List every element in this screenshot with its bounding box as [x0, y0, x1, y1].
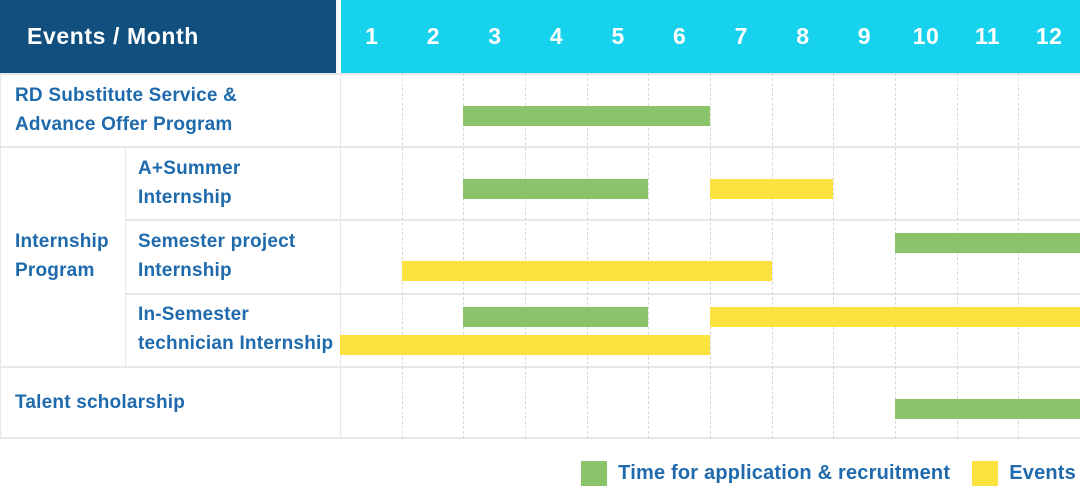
gantt-bar-in-semester-technician-internship-events: [710, 306, 1080, 327]
month-header-1: 1: [365, 23, 379, 49]
legend: Time for application & recruitment Events: [581, 457, 1076, 489]
month-header-7: 7: [734, 23, 748, 49]
month-header-3: 3: [488, 23, 502, 49]
gantt-bar-in-semester-technician-internship-events: [340, 334, 710, 355]
month-gridline: [401, 73, 403, 439]
month-gridline: [895, 73, 896, 439]
month-gridline: [771, 73, 773, 439]
row-label-rd-substitute-advance-offer: RD Substitute Service & Advance Offer Pr…: [15, 84, 238, 135]
legend-label-recruitment: Time for application & recruitment: [618, 461, 951, 484]
row-divider: [0, 73, 1080, 75]
gantt-bar-a-plus-summer-internship-events: [710, 179, 834, 200]
gantt-bar-talent-scholarship-recruitment: [895, 398, 1080, 419]
month-header-6: 6: [673, 23, 687, 49]
legend-swatch-events: [972, 460, 999, 486]
month-header-11: 11: [974, 23, 1001, 49]
month-header-row: 1 2 3 4 5 6 7 8 9 10 11 12: [341, 0, 1080, 73]
row-label-a-plus-summer-internship: A+Summer Internship: [138, 157, 241, 208]
row-group-label-internship-program: Internship Program: [15, 230, 109, 281]
month-gridline: [463, 73, 465, 439]
legend-label-events: Events: [1009, 461, 1076, 484]
row-divider: [0, 437, 1080, 439]
month-header-5: 5: [611, 23, 625, 49]
row-label-semester-project-internship: Semester project Internship: [138, 230, 296, 281]
row-divider: [0, 146, 1080, 149]
month-gridline: [1018, 73, 1020, 439]
month-header-4: 4: [549, 23, 564, 49]
row-label-talent-scholarship: Talent scholarship: [15, 391, 186, 413]
subcolumn-divider: [125, 146, 126, 366]
month-header-10: 10: [912, 23, 940, 49]
gantt-bar-rd-substitute-advance-offer-recruitment: [463, 106, 710, 126]
table-left-border: [0, 73, 1, 439]
month-gridline: [525, 73, 526, 439]
label-column-border: [340, 73, 341, 439]
gantt-bar-a-plus-summer-internship-recruitment: [463, 179, 649, 200]
month-gridline: [710, 73, 711, 439]
table-header-left-cell: Events / Month: [0, 0, 336, 73]
subrow-divider: [125, 292, 1080, 295]
month-header-12: 12: [1035, 23, 1063, 49]
subrow-divider: [125, 219, 1080, 222]
legend-swatch-recruitment: [581, 460, 608, 486]
gantt-bar-semester-project-internship-recruitment: [895, 233, 1080, 254]
month-header-2: 2: [426, 23, 441, 49]
row-divider: [0, 365, 1080, 368]
month-header-8: 8: [796, 23, 810, 49]
gantt-bar-in-semester-technician-internship-recruitment: [463, 306, 649, 327]
month-gridline: [648, 73, 650, 439]
month-header-9: 9: [857, 23, 872, 49]
month-gridline: [956, 73, 958, 439]
gantt-bar-semester-project-internship-events: [401, 261, 772, 282]
month-gridline: [586, 73, 588, 439]
table-header-title: Events / Month: [27, 23, 199, 49]
month-gridline: [833, 73, 835, 439]
row-label-in-semester-technician-internship: In-Semester technician Internship: [138, 304, 334, 355]
